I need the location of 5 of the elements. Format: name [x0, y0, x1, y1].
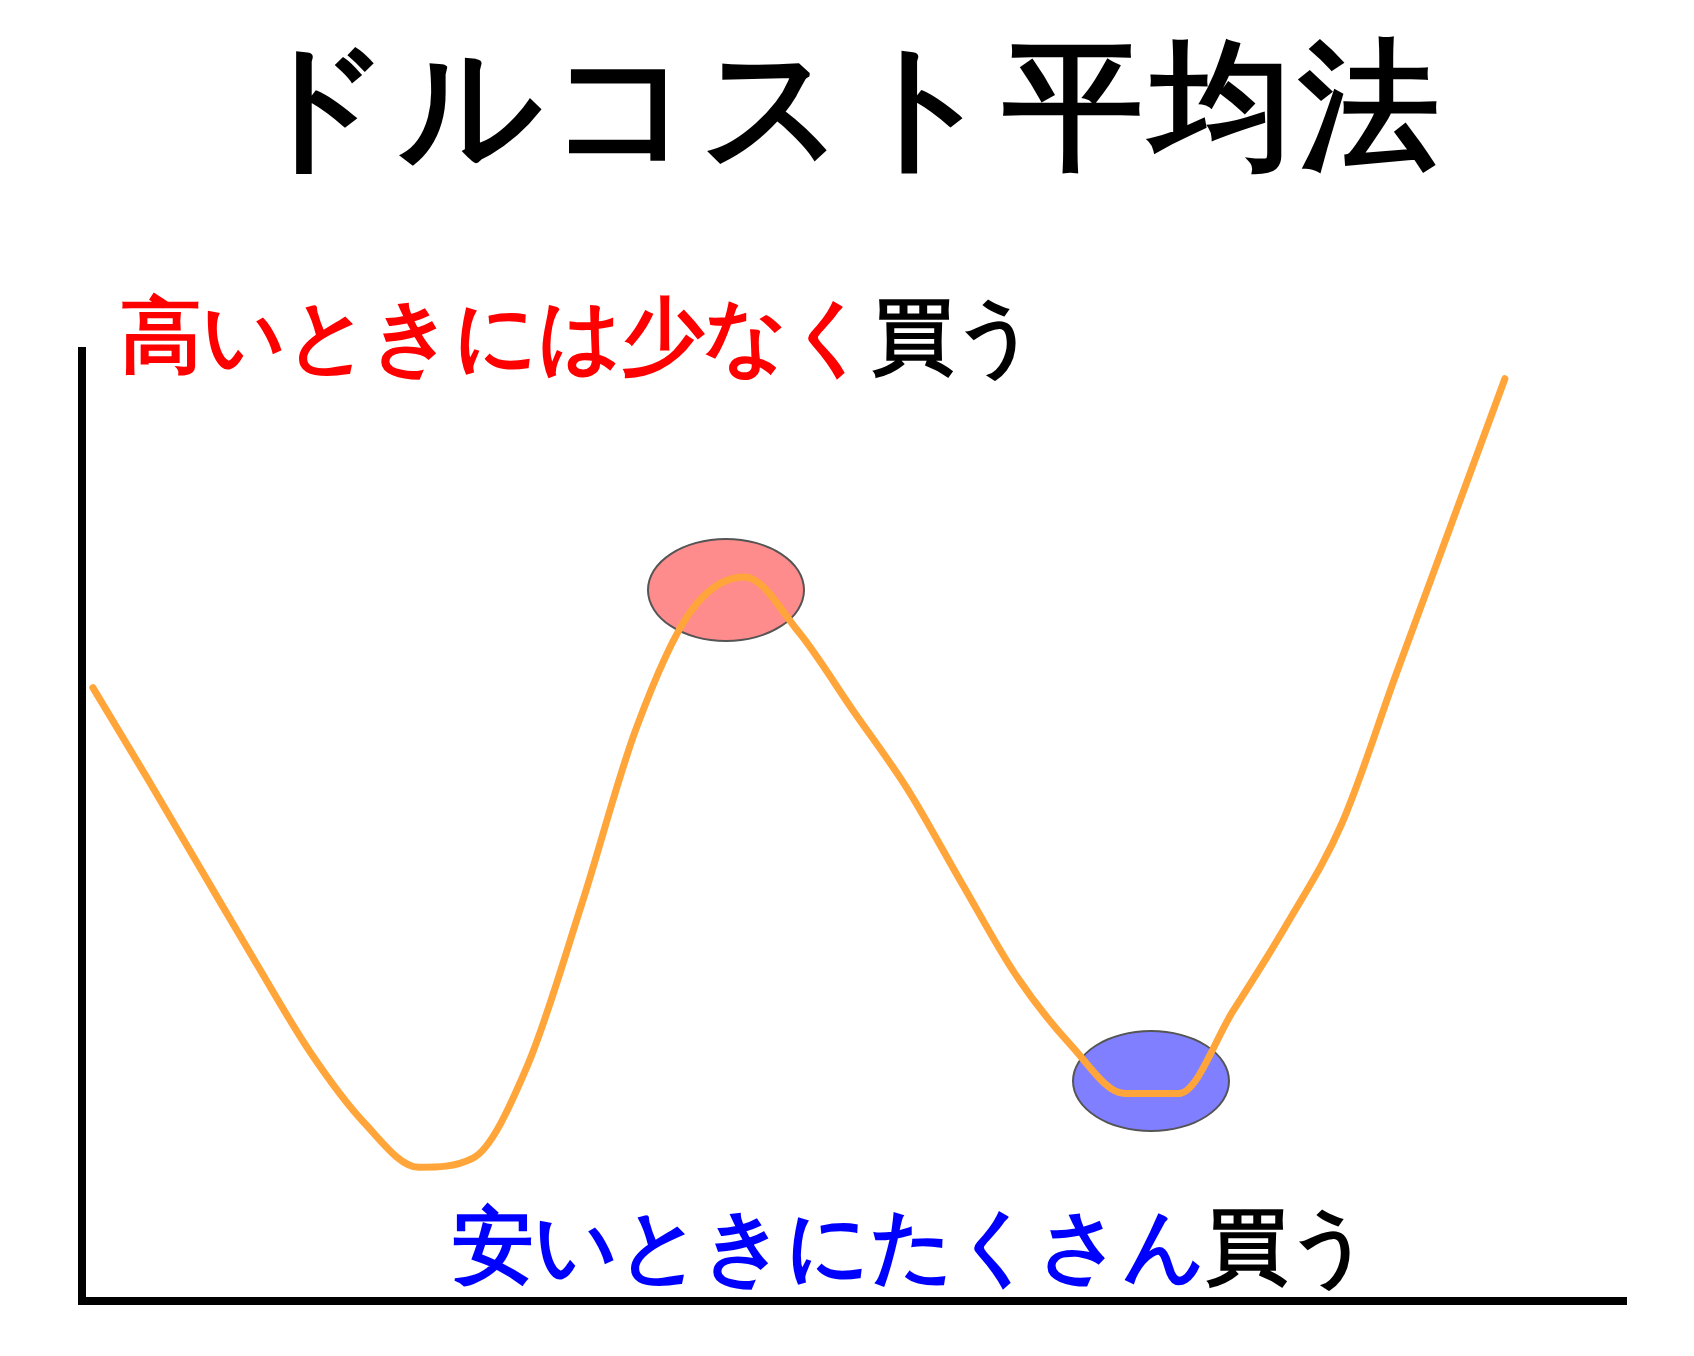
annotation: 高いときには少なく: [120, 287, 872, 383]
annotation: 買う: [1206, 1197, 1372, 1293]
chart-title: ドルコスト平均法: [246, 22, 1448, 189]
annotation: 買う: [872, 287, 1038, 383]
annotation: 安いときにたくさん: [452, 1197, 1206, 1293]
